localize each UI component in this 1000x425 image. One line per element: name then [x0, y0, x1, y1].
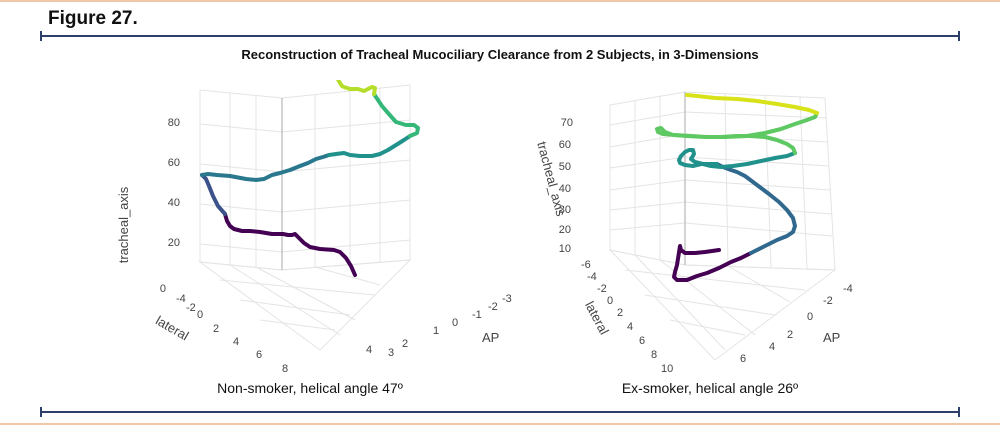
- z-tick: 40: [168, 197, 180, 209]
- x-tick: -2: [186, 302, 196, 314]
- figure-label: Figure 27.: [48, 8, 138, 29]
- z-axis-label: tracheal_axis: [116, 186, 131, 263]
- x-tick: 2: [617, 307, 623, 319]
- y-tick: 2: [787, 329, 793, 341]
- x-tick: -4: [587, 271, 597, 283]
- z-tick: 30: [559, 204, 571, 216]
- x-tick: 4: [233, 336, 239, 348]
- frame-top-border: [0, 0, 1000, 2]
- x-tick: 6: [256, 349, 262, 361]
- x-tick: -4: [176, 293, 186, 305]
- y-tick: 6: [740, 353, 746, 365]
- y-tick: 2: [402, 338, 408, 350]
- z-axis-label: tracheal_axis: [534, 140, 568, 218]
- y-tick: -2: [823, 295, 833, 307]
- y-tick: 1: [433, 325, 439, 337]
- grid-left: [198, 84, 412, 351]
- y-tick: -2: [488, 301, 498, 313]
- z-tick: 0: [160, 283, 166, 295]
- z-tick: 70: [561, 117, 573, 129]
- y-axis-label: AP: [823, 330, 840, 345]
- x-tick: 0: [607, 295, 613, 307]
- x-tick: -2: [597, 283, 607, 295]
- chart-non-smoker: 80 60 40 20 0 tracheal_axis -4 -2 0 2 4 …: [116, 80, 512, 375]
- chart-ex-smoker: 70 60 50 40 30 20 10 tracheal_axis -6 -4…: [534, 91, 853, 375]
- trajectory-ex-smoker: [655, 93, 819, 282]
- z-tick: 80: [168, 117, 180, 129]
- x-tick: 0: [197, 309, 203, 321]
- y-tick: -3: [502, 293, 512, 305]
- z-tick: 60: [168, 157, 180, 169]
- x-tick: 10: [661, 363, 673, 375]
- x-tick: 2: [213, 323, 219, 335]
- z-tick: 60: [559, 139, 571, 151]
- caption-ex-smoker: Ex-smoker, helical angle 26º: [621, 380, 799, 396]
- z-tick: 50: [559, 161, 571, 173]
- z-tick: 10: [559, 243, 571, 255]
- x-tick: 8: [282, 363, 288, 375]
- x-tick: 4: [627, 321, 633, 333]
- y-tick: 4: [366, 344, 372, 356]
- frame-bottom-border: [0, 423, 1000, 425]
- z-tick: 20: [559, 224, 571, 236]
- figure-title: Reconstruction of Tracheal Mucociliary C…: [241, 47, 759, 62]
- x-tick: 8: [651, 349, 657, 361]
- y-tick: 4: [769, 341, 775, 353]
- trajectory-non-smoker: [200, 80, 420, 277]
- y-tick: 3: [388, 347, 394, 359]
- y-axis-label: AP: [482, 330, 499, 345]
- caption-non-smoker: Non-smoker, helical angle 47º: [217, 380, 403, 396]
- y-tick: 0: [452, 317, 458, 329]
- bottom-rule: [40, 407, 960, 417]
- y-tick: -4: [843, 283, 853, 295]
- grid-right: [608, 91, 837, 361]
- z-tick: 20: [168, 237, 180, 249]
- x-axis-label: lateral: [153, 313, 191, 344]
- y-tick: -1: [472, 309, 482, 321]
- top-rule: [40, 31, 960, 41]
- x-tick: -6: [581, 259, 591, 271]
- y-tick: 0: [807, 311, 813, 323]
- x-tick: 6: [639, 335, 645, 347]
- z-tick: 40: [559, 183, 571, 195]
